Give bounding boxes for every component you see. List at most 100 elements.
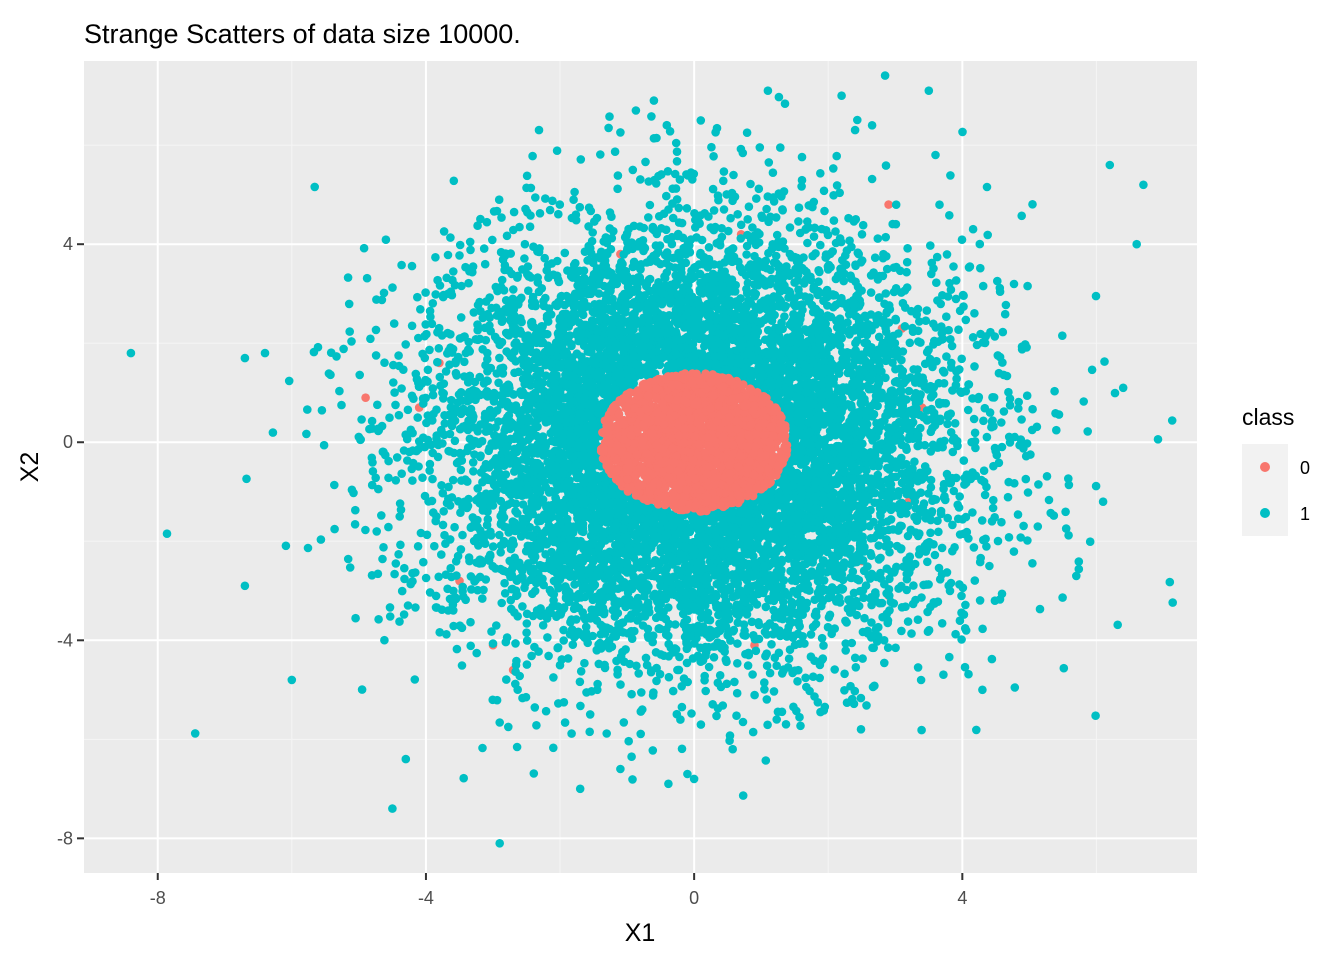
scatter-point-class-1 xyxy=(803,238,812,248)
scatter-point-class-1 xyxy=(381,235,391,244)
scatter-point-class-1 xyxy=(988,503,998,513)
scatter-point-class-1 xyxy=(851,663,861,672)
scatter-point-class-1 xyxy=(416,305,425,314)
scatter-point-class-1 xyxy=(983,230,992,240)
scatter-point-class-1 xyxy=(380,358,389,368)
scatter-point-class-1 xyxy=(162,529,172,538)
scatter-point-class-1 xyxy=(443,606,453,615)
scatter-point-class-1 xyxy=(1021,474,1031,484)
scatter-point-class-1 xyxy=(458,530,467,540)
scatter-point-class-1 xyxy=(559,636,568,645)
scatter-point-class-1 xyxy=(394,550,403,559)
scatter-point-class-1 xyxy=(882,264,892,274)
scatter-point-class-1 xyxy=(856,693,866,703)
scatter-point-class-1 xyxy=(446,563,456,573)
scatter-point-class-1 xyxy=(448,475,458,485)
scatter-point-class-1 xyxy=(362,273,372,283)
scatter-point-class-1 xyxy=(961,600,970,610)
scatter-point-class-1 xyxy=(316,535,326,544)
scatter-point-class-1 xyxy=(932,252,942,262)
scatter-point-class-1 xyxy=(1100,357,1109,366)
scatter-point-class-1 xyxy=(930,550,940,560)
scatter-point-class-1 xyxy=(955,492,964,501)
scatter-point-class-1 xyxy=(1013,510,1023,519)
scatter-point-class-1 xyxy=(335,386,344,396)
scatter-point-class-1 xyxy=(416,528,426,538)
scatter-point-class-1 xyxy=(456,465,466,475)
scatter-point-class-1 xyxy=(968,224,978,234)
scatter-point-class-1 xyxy=(881,373,890,383)
scatter-point-class-1 xyxy=(281,541,291,551)
scatter-point-class-1 xyxy=(905,338,915,348)
scatter-point-class-1 xyxy=(875,293,884,302)
scatter-point-class-1 xyxy=(465,237,475,247)
scatter-point-class-1 xyxy=(970,309,979,318)
scatter-point-class-1 xyxy=(627,752,636,761)
scatter-point-class-1 xyxy=(874,332,884,342)
scatter-point-class-1 xyxy=(425,466,434,475)
scatter-point-class-1 xyxy=(977,516,987,525)
scatter-point-class-1 xyxy=(541,706,551,716)
scatter-point-class-1 xyxy=(748,670,757,679)
scatter-point-class-1 xyxy=(920,440,930,450)
scatter-point-class-1 xyxy=(613,171,623,180)
scatter-point-class-1 xyxy=(897,603,907,612)
scatter-point-class-1 xyxy=(421,288,430,297)
scatter-point-class-1 xyxy=(442,630,451,639)
scatter-point-class-1 xyxy=(672,147,682,156)
scatter-point-class-1 xyxy=(423,365,433,375)
scatter-point-class-1 xyxy=(450,436,460,446)
scatter-point-class-1 xyxy=(664,672,674,682)
scatter-point-class-1 xyxy=(447,395,456,405)
scatter-point-class-1 xyxy=(399,610,409,619)
scatter-point-class-1 xyxy=(637,688,646,697)
scatter-point-class-1 xyxy=(772,661,781,670)
scatter-point-class-1 xyxy=(418,473,427,483)
scatter-point-class-1 xyxy=(632,661,641,671)
scatter-point-class-1 xyxy=(1091,291,1101,301)
scatter-point-class-1 xyxy=(874,541,883,550)
scatter-point-class-1 xyxy=(455,251,464,260)
scatter-point-class-1 xyxy=(741,271,751,280)
scatter-point-class-1 xyxy=(730,287,740,296)
scatter-point-class-1 xyxy=(960,662,970,672)
scatter-point-class-1 xyxy=(437,481,446,490)
scatter-point-class-1 xyxy=(303,543,313,553)
scatter-point-class-1 xyxy=(852,610,861,620)
scatter-point-class-1 xyxy=(743,215,752,224)
scatter-point-class-1 xyxy=(917,593,926,602)
scatter-point-class-1 xyxy=(700,671,709,681)
scatter-point-class-1 xyxy=(993,276,1002,286)
scatter-point-class-1 xyxy=(384,522,393,532)
scatter-point-class-1 xyxy=(284,376,294,386)
scatter-point-class-1 xyxy=(743,661,753,670)
scatter-point-class-1 xyxy=(747,617,757,627)
scatter-point-class-1 xyxy=(344,299,354,309)
scatter-point-class-1 xyxy=(850,653,860,663)
scatter-point-class-1 xyxy=(522,628,531,637)
scatter-point-class-1 xyxy=(644,213,653,222)
scatter-point-class-1 xyxy=(1058,331,1067,341)
scatter-point-class-1 xyxy=(672,157,682,166)
scatter-point-class-1 xyxy=(413,413,423,422)
scatter-point-class-1 xyxy=(771,251,781,261)
scatter-point-class-1 xyxy=(368,467,378,476)
scatter-point-class-1 xyxy=(946,335,955,344)
scatter-point-class-1 xyxy=(343,273,353,282)
scatter-point-class-0 xyxy=(361,393,370,403)
scatter-point-class-1 xyxy=(762,661,772,670)
scatter-point-class-1 xyxy=(628,165,638,175)
scatter-point-class-1 xyxy=(829,216,839,225)
scatter-point-class-1 xyxy=(916,423,925,433)
scatter-point-class-1 xyxy=(319,440,329,450)
scatter-point-class-1 xyxy=(438,520,448,530)
scatter-point-class-1 xyxy=(709,152,718,161)
scatter-point-class-1 xyxy=(1044,495,1054,505)
scatter-point-class-1 xyxy=(949,262,958,271)
scatter-point-class-1 xyxy=(439,507,449,516)
scatter-point-class-1 xyxy=(466,245,475,255)
scatter-point-class-1 xyxy=(677,682,686,691)
chart-title: Strange Scatters of data size 10000. xyxy=(84,19,521,49)
scatter-point-class-1 xyxy=(513,457,523,466)
